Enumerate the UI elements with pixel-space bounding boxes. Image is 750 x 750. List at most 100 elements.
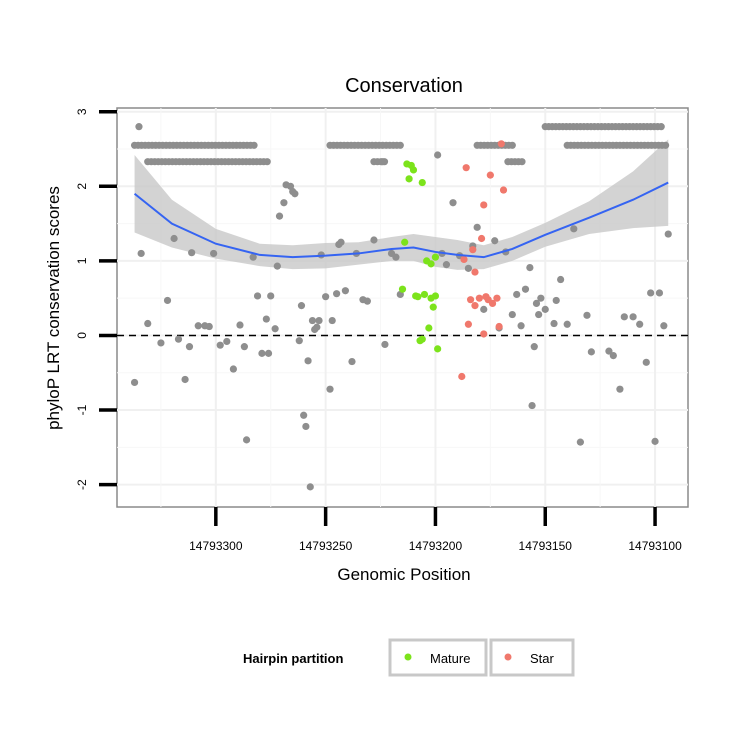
x-tick-label: 14793300 (189, 539, 243, 553)
data-point-star (495, 322, 503, 331)
data-point-other (381, 340, 389, 349)
data-point-star (493, 294, 501, 302)
data-point-other (664, 230, 672, 238)
data-point-other (587, 348, 595, 356)
x-tick-label: 14793100 (628, 539, 682, 553)
data-point-other (521, 285, 530, 293)
data-point-other (535, 310, 543, 319)
data-point-other (636, 320, 644, 328)
data-point-other (236, 321, 244, 329)
data-point-other (333, 290, 341, 298)
data-point-other (605, 347, 613, 355)
data-point-other (229, 365, 237, 373)
data-point-mature (425, 324, 433, 332)
plot-panel (116, 107, 689, 508)
legend-key-mature (388, 638, 488, 677)
data-point-other (308, 316, 317, 325)
data-point-other (306, 483, 314, 491)
data-point-other (242, 436, 251, 444)
data-point-star (486, 171, 494, 179)
data-point-other (363, 297, 371, 305)
data-point-other (194, 322, 202, 330)
smooth-line (133, 181, 669, 259)
data-point-other (647, 289, 655, 297)
data-point-star (477, 234, 486, 243)
data-point-other (434, 151, 442, 159)
data-point-other (163, 296, 172, 305)
data-point-star (464, 320, 472, 328)
data-point-other (396, 141, 404, 149)
data-point-other (541, 305, 549, 313)
legend: Hairpin partition Mature Star (243, 638, 575, 677)
data-point-other (258, 349, 266, 357)
data-point-other (629, 313, 637, 321)
data-point-other (620, 313, 628, 321)
confidence-ribbon-layer (134, 139, 669, 270)
data-point-other (313, 323, 321, 331)
data-point-other (253, 292, 262, 300)
data-point-other (392, 253, 400, 261)
data-point-mature (409, 166, 418, 174)
data-point-other (295, 337, 303, 345)
data-point-other (370, 236, 378, 244)
data-point-mature (405, 175, 413, 183)
data-point-other (464, 264, 472, 272)
data-point-other (137, 249, 145, 258)
data-point-other (263, 158, 271, 166)
data-point-mature (418, 335, 426, 343)
data-point-other (267, 292, 275, 300)
y-tick-label: -1 (75, 404, 89, 415)
y-tick-label: -2 (75, 479, 89, 490)
smooth-line-layer (133, 181, 669, 259)
y-tick-label: 0 (75, 332, 89, 339)
data-point-other (528, 401, 536, 410)
axes-layer: 3 2 1 0 -1 -2 14793300 14793250 14793200 14793150… (75, 108, 682, 553)
data-point-mature (401, 238, 409, 246)
data-point-other (135, 123, 143, 131)
data-point-other (508, 141, 516, 149)
data-point-other (185, 343, 194, 351)
data-point-other (552, 296, 560, 305)
data-point-mature (429, 303, 437, 311)
data-point-other (157, 339, 165, 347)
legend-entry-star: Star (489, 638, 575, 677)
chart-title: Conservation (345, 75, 463, 97)
data-point-other (291, 190, 299, 198)
data-point-other (530, 343, 538, 351)
data-point-other (449, 199, 457, 207)
data-point-other (328, 316, 336, 325)
y-axis-title: phyloP LRT conservation scores (44, 186, 63, 430)
data-point-other (348, 357, 356, 366)
data-point-other (280, 199, 288, 207)
data-point-other (326, 385, 334, 393)
x-axis-title: Genomic Position (337, 565, 470, 584)
data-point-other (271, 325, 279, 333)
data-point-other (210, 249, 218, 258)
data-point-other (557, 275, 565, 284)
data-point-star (471, 268, 479, 276)
data-point-other (661, 141, 670, 149)
data-point-other (216, 341, 224, 349)
data-point-mature (427, 260, 435, 268)
data-point-other (379, 158, 387, 166)
data-point-other (315, 316, 323, 325)
data-point-other (302, 422, 310, 431)
data-point-other (657, 123, 665, 131)
data-point-other (517, 322, 525, 330)
data-point-other (262, 315, 270, 323)
data-point-other (130, 378, 139, 387)
data-point-other (304, 357, 312, 365)
data-point-other (563, 320, 571, 328)
data-point-other (250, 141, 258, 149)
data-point-other (532, 299, 541, 307)
data-point-other (480, 305, 488, 313)
data-point-other (642, 358, 650, 366)
data-point-mature (431, 253, 440, 261)
data-point-star (471, 302, 479, 310)
data-point-star (499, 186, 508, 194)
x-tick-label: 14793150 (519, 539, 573, 553)
y-tick-label: 1 (75, 257, 89, 264)
x-tick-label: 14793200 (409, 539, 463, 553)
data-point-star (469, 246, 477, 254)
